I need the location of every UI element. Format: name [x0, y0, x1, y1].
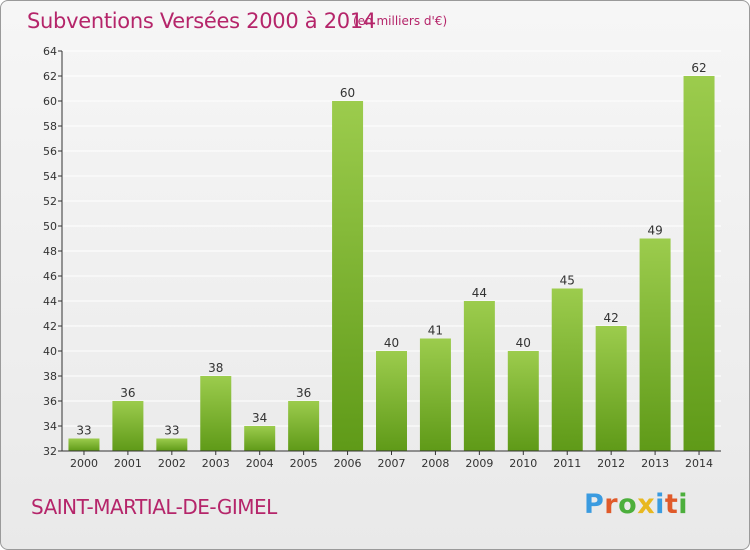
- y-tick-label: 36: [43, 395, 57, 408]
- bar: [332, 101, 364, 451]
- data-label: 34: [252, 411, 267, 425]
- data-label: 33: [164, 424, 179, 438]
- bar: [463, 301, 495, 451]
- y-tick-label: 52: [43, 195, 57, 208]
- y-tick-label: 58: [43, 120, 57, 133]
- x-tick-label: 2002: [158, 457, 186, 470]
- y-tick-label: 56: [43, 145, 57, 158]
- data-label: 41: [428, 324, 443, 338]
- proxiti-logo[interactable]: Proxiti: [584, 489, 688, 520]
- x-tick-label: 2001: [114, 457, 142, 470]
- x-tick-label: 2008: [421, 457, 449, 470]
- data-label: 42: [604, 311, 619, 325]
- y-tick-label: 42: [43, 320, 57, 333]
- bar: [156, 438, 188, 451]
- axes: 32 34 36 38 40 42 44 46 48 50 52 54 56 58 60 62 64 2000 20…: [43, 45, 721, 470]
- data-label: 49: [647, 224, 662, 238]
- x-tick-label: 2005: [290, 457, 318, 470]
- bar: [112, 401, 144, 451]
- x-tick-label: 2009: [465, 457, 493, 470]
- logo-letter: o: [618, 489, 638, 520]
- data-label: 38: [208, 361, 223, 375]
- data-labels: 33 36 33 38 34 36 60 40 41 44 40 45 42 49 62: [76, 61, 706, 438]
- logo-letter: t: [664, 489, 679, 520]
- data-label: 40: [384, 336, 399, 350]
- x-tick-label: 2007: [378, 457, 406, 470]
- bar: [288, 401, 320, 451]
- x-tick-label: 2013: [641, 457, 669, 470]
- y-tick-label: 32: [43, 445, 57, 458]
- x-tick-label: 2004: [246, 457, 274, 470]
- bars: [68, 76, 715, 451]
- bar: [376, 351, 407, 451]
- data-label: 36: [296, 386, 311, 400]
- unit-label: (en milliers d'€): [353, 14, 448, 28]
- data-label: 60: [340, 86, 355, 100]
- commune-name: SAINT-MARTIAL-DE-GIMEL: [31, 495, 277, 519]
- y-tick-label: 38: [43, 370, 57, 383]
- data-label: 40: [516, 336, 531, 350]
- y-tick-label: 46: [43, 270, 57, 283]
- y-tick-label: 48: [43, 245, 57, 258]
- logo-letter: r: [604, 489, 619, 520]
- data-label: 44: [472, 286, 487, 300]
- bar: [419, 338, 451, 451]
- chart-title: Subventions Versées 2000 à 2014: [27, 9, 376, 33]
- x-tick-label: 2003: [202, 457, 230, 470]
- data-label: 62: [691, 61, 706, 75]
- x-tick-label: 2014: [685, 457, 713, 470]
- logo-letter: i: [678, 489, 689, 520]
- bar: [551, 288, 583, 451]
- bar: [595, 326, 627, 451]
- y-tick-label: 60: [43, 95, 57, 108]
- y-tick-label: 64: [43, 45, 57, 58]
- data-label: 36: [120, 386, 135, 400]
- y-tick-label: 44: [43, 295, 57, 308]
- y-tick-label: 50: [43, 220, 57, 233]
- y-tick-label: 40: [43, 345, 57, 358]
- x-tick-label: 2000: [70, 457, 98, 470]
- x-tick-label: 2006: [334, 457, 362, 470]
- bar: [200, 376, 232, 451]
- data-label: 33: [76, 424, 91, 438]
- y-tick-label: 34: [43, 420, 57, 433]
- y-tick-label: 54: [43, 170, 57, 183]
- logo-letter: P: [584, 489, 605, 520]
- bar: [68, 438, 100, 451]
- bar: [244, 426, 276, 451]
- logo-letter: x: [637, 489, 656, 520]
- bar: [683, 76, 715, 451]
- logo-letter: i: [655, 489, 665, 520]
- y-tick-label: 62: [43, 70, 57, 83]
- bar: [507, 351, 539, 451]
- bar: [639, 238, 671, 451]
- data-label: 45: [560, 274, 575, 288]
- x-tick-label: 2010: [509, 457, 537, 470]
- x-tick-label: 2012: [597, 457, 625, 470]
- x-tick-label: 2011: [553, 457, 581, 470]
